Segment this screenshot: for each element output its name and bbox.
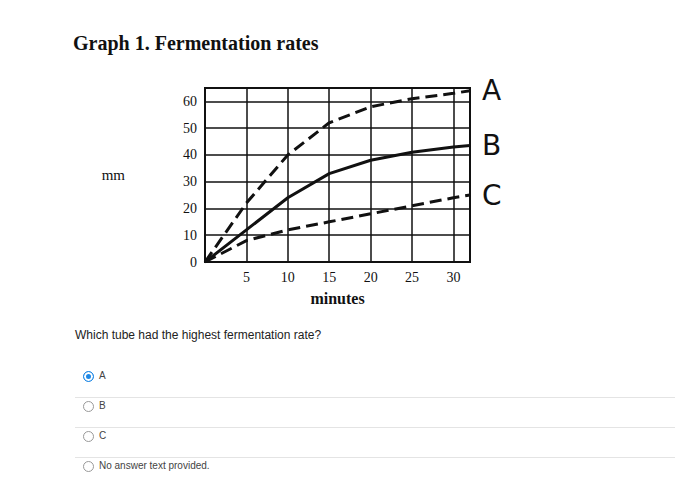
svg-text:0: 0 — [190, 255, 197, 270]
svg-text:A: A — [482, 74, 501, 107]
svg-text:C: C — [482, 179, 502, 212]
svg-text:20: 20 — [364, 270, 378, 285]
html-text:A: A — [99, 370, 106, 381]
svg-text:minutes: minutes — [310, 290, 364, 307]
svg-text:Graph 1. Fermentation rates: Graph 1. Fermentation rates — [73, 32, 319, 55]
html-text:C: C — [99, 430, 107, 441]
svg-text:25: 25 — [405, 270, 419, 285]
svg-text:15: 15 — [322, 270, 336, 285]
html-text:B: B — [99, 400, 106, 411]
svg-text:5: 5 — [243, 270, 250, 285]
svg-text:10: 10 — [281, 270, 295, 285]
svg-text:B: B — [482, 129, 501, 162]
svg-text:50: 50 — [183, 121, 197, 136]
svg-text:20: 20 — [183, 201, 197, 216]
html-text:Which tube had the highest fer: Which tube had the highest fermentation … — [75, 328, 322, 342]
svg-text:60: 60 — [183, 94, 197, 109]
svg-text:40: 40 — [183, 147, 197, 162]
svg-text:10: 10 — [183, 228, 197, 243]
svg-text:30: 30 — [446, 270, 460, 285]
html-text:No answer text provided.: No answer text provided. — [99, 460, 210, 471]
svg-text:mm: mm — [102, 167, 126, 183]
svg-text:30: 30 — [183, 174, 197, 189]
